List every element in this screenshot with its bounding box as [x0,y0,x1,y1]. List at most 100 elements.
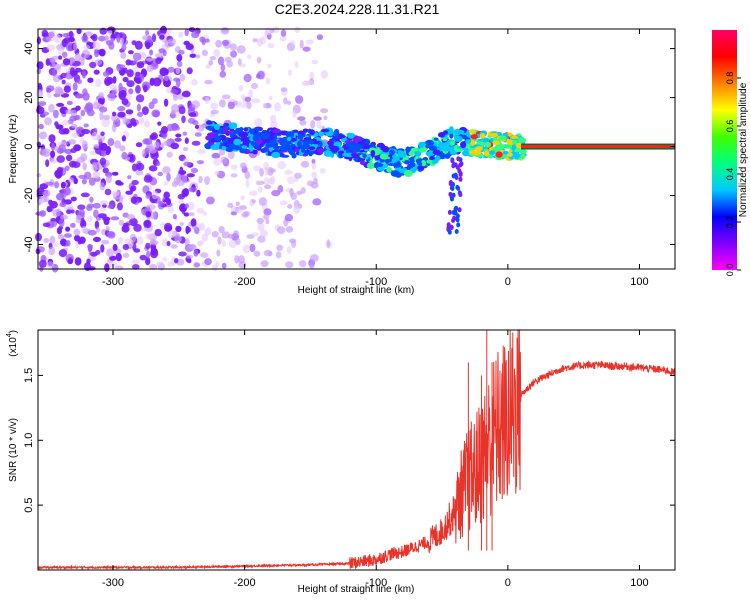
noise-speckle [75,105,81,111]
noise-speckle [114,140,121,149]
noise-speckle [204,176,210,185]
noise-speckle [279,36,287,42]
noise-speckle [71,132,80,139]
y-tick-label: 0 [23,143,35,149]
noise-speckle [134,40,143,50]
noise-speckle [102,71,110,77]
noise-speckle [194,132,202,137]
signal-blob [408,150,415,156]
noise-speckle [251,98,261,104]
noise-speckle [194,124,200,129]
noise-speckle [131,40,137,46]
noise-speckle [58,144,66,154]
signal-blob [263,132,270,139]
signal-blob [470,134,478,140]
noise-speckle [174,234,182,244]
x-tick-label: -300 [102,577,124,589]
noise-speckle [97,98,104,104]
noise-speckle [58,249,68,258]
noise-speckle [105,225,110,232]
signal-blob [514,152,520,160]
noise-speckle [118,82,123,92]
noise-speckle [300,160,310,168]
signal-blob [309,129,315,136]
noise-speckle [142,35,149,41]
snr-spikes [467,330,493,551]
noise-speckle [161,126,168,134]
noise-speckle [117,105,126,112]
noise-speckle [54,181,60,189]
signal-tail-blob [458,171,463,177]
noise-speckle [242,244,250,254]
noise-speckle [93,209,99,218]
noise-speckle [175,78,181,88]
noise-speckle [157,121,162,126]
noise-speckle [182,146,189,152]
noise-speckle [294,26,301,34]
y-tick-label: 0.5 [23,497,35,512]
noise-speckle [244,96,252,103]
noise-speckle [55,124,64,130]
noise-speckle [135,78,142,84]
noise-speckle [298,260,307,268]
x-tick-label: -100 [365,276,387,288]
noise-speckle [267,178,275,185]
noise-speckle [248,89,253,98]
signal-blob [474,149,482,156]
noise-speckle [224,56,232,63]
noise-speckle [87,215,93,222]
noise-speckle [80,153,88,162]
noise-speckle [68,30,74,38]
noise-speckle [52,74,61,83]
signal-blob [317,148,324,154]
signal-blob [426,159,433,164]
x-tick-label: 100 [630,276,648,288]
signal-tail-blob [447,209,452,215]
noise-speckle [287,204,293,209]
x-tick-label: -200 [234,577,256,589]
noise-speckle [271,189,281,197]
noise-speckle [167,206,175,213]
signal-blob [392,153,397,160]
noise-speckle [126,69,134,78]
noise-speckle [258,197,267,206]
signal-blob [502,150,509,155]
noise-speckle [290,40,295,45]
noise-speckle [73,228,81,236]
x-tick-label: -300 [102,276,124,288]
noise-speckle [172,93,178,101]
noise-speckle [65,109,74,115]
noise-speckle [146,250,151,259]
noise-speckle [280,87,288,92]
noise-speckle [149,49,154,56]
noise-speckle [66,209,72,214]
signal-blob [508,152,513,157]
signal-blob [302,143,310,148]
noise-speckle [111,171,119,176]
signal-blob [388,149,395,156]
noise-speckle [295,95,304,104]
noise-speckle [69,67,76,77]
noise-speckle [69,115,78,122]
noise-speckle [135,169,144,176]
noise-speckle [174,258,179,264]
noise-speckle [45,58,50,66]
noise-speckle [94,49,99,58]
noise-speckle [299,39,304,49]
spectrogram-signal-layer [204,120,527,235]
noise-speckle [104,188,112,196]
signal-blob [239,127,244,132]
noise-speckle [121,44,127,51]
noise-speckle [268,95,273,101]
signal-blob [265,143,274,148]
noise-speckle [73,42,78,51]
noise-speckle [39,210,47,217]
noise-speckle [292,109,297,118]
signal-blob [311,140,321,145]
signal-blob [443,130,448,135]
signal-blob [255,127,261,132]
signal-tail-blob [456,156,461,162]
signal-blob [418,141,425,149]
noise-speckle [111,90,117,95]
noise-speckle [143,85,148,93]
